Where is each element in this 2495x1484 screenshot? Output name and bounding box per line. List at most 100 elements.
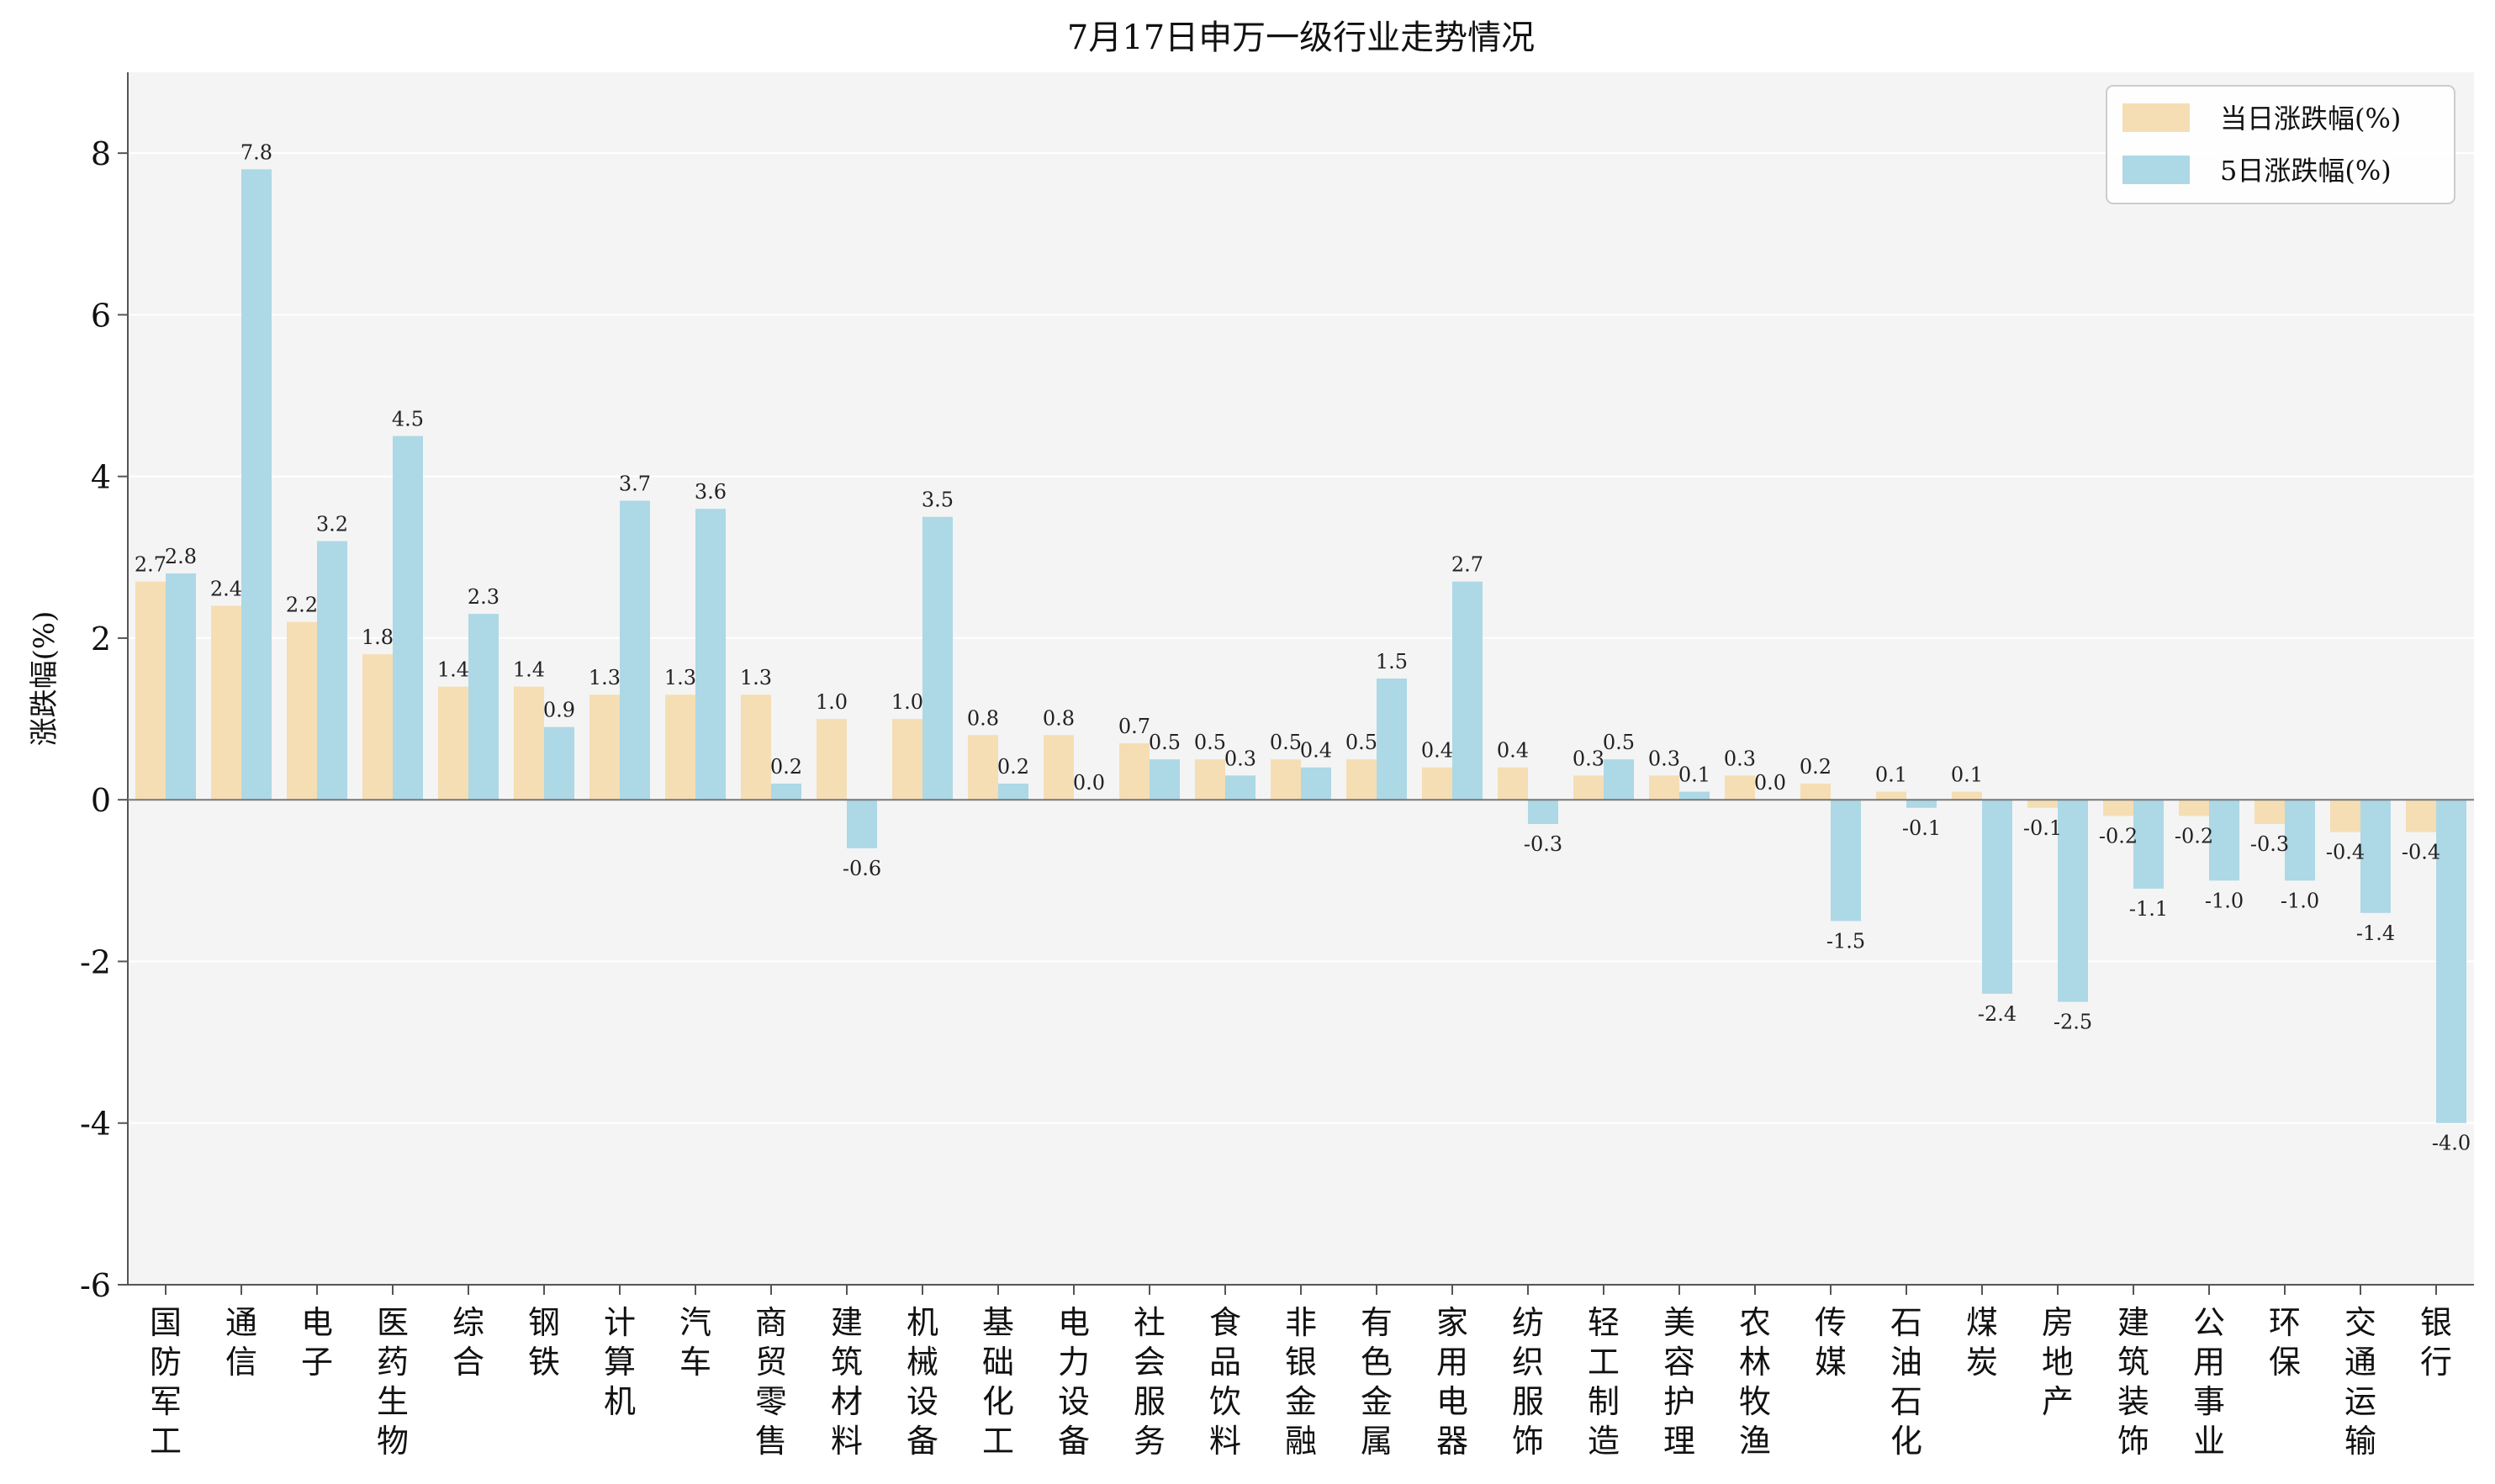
x-category-label: 交通运输: [2344, 1304, 2376, 1460]
y-tick-label: 2: [91, 621, 111, 658]
bar-label-daily: 1.4: [437, 658, 469, 682]
x-category-label: 国防军工: [150, 1304, 182, 1460]
legend-swatch-5day: [2122, 156, 2190, 184]
bar-5day: [1679, 791, 1710, 800]
bar-daily: [1800, 783, 1831, 800]
bar-label-5day: -0.6: [843, 857, 881, 880]
x-category-label: 建筑材料: [831, 1304, 863, 1460]
bar-daily: [287, 621, 317, 800]
x-category-label: 食品饮料: [1209, 1304, 1241, 1460]
bar-label-daily: 0.8: [967, 706, 999, 730]
bar-label-5day: -4.0: [2432, 1132, 2471, 1155]
bar-5day: [241, 169, 272, 800]
bar-5day: [393, 436, 423, 800]
bar-label-daily: -0.1: [2023, 816, 2062, 840]
bar-label-daily: 2.2: [286, 594, 318, 617]
bar-label-daily: 0.8: [1043, 706, 1075, 730]
x-category-label: 计算机: [604, 1304, 636, 1420]
bar-label-5day: 4.5: [392, 408, 424, 431]
x-category-label: 纺织服饰: [1512, 1304, 1544, 1460]
x-category-label: 建筑装饰: [2117, 1304, 2149, 1460]
bar-5day: [2360, 800, 2391, 913]
x-category-label: 环保: [2269, 1304, 2301, 1381]
bar-daily: [2103, 800, 2133, 816]
bar-label-5day: 0.5: [1149, 731, 1181, 754]
bar-label-5day: -1.0: [2205, 889, 2244, 912]
bar-label-daily: 0.1: [1875, 763, 1907, 787]
y-tick-label: 6: [91, 297, 111, 334]
bar-label-5day: 3.5: [922, 489, 954, 512]
x-category-label: 有色金属: [1361, 1304, 1393, 1460]
bar-daily: [817, 719, 847, 800]
bar-5day: [2058, 800, 2088, 1002]
bar-5day: [1452, 581, 1483, 800]
bar-5day: [1377, 679, 1407, 800]
bar-label-daily: 0.3: [1724, 747, 1756, 770]
x-category-label: 电力设备: [1058, 1304, 1090, 1460]
bar-daily: [135, 581, 166, 800]
bar-label-daily: -0.4: [2402, 841, 2440, 864]
bar-label-5day: 2.7: [1451, 553, 1483, 577]
bar-label-daily: 0.4: [1421, 739, 1453, 763]
bar-daily: [1044, 735, 1074, 800]
bar-daily: [2406, 800, 2436, 832]
bar-label-5day: -1.4: [2356, 922, 2395, 945]
bar-daily: [892, 719, 922, 800]
x-category-label: 电子: [301, 1304, 333, 1381]
bar-5day: [847, 800, 877, 848]
bar-label-5day: -1.5: [1826, 929, 1865, 953]
bar-label-daily: 1.8: [362, 626, 394, 649]
y-tick-label: -4: [80, 1106, 111, 1143]
y-tick-label: 8: [91, 135, 111, 172]
bar-daily: [1119, 742, 1150, 800]
bar-label-5day: 2.8: [165, 545, 197, 568]
bar-label-daily: 2.7: [135, 553, 167, 577]
legend-swatch-daily: [2122, 103, 2190, 132]
bar-5day: [2209, 800, 2239, 881]
bar-label-5day: 0.0: [1073, 771, 1105, 795]
bar-daily: [1271, 759, 1301, 800]
bar-5day: [1150, 759, 1180, 800]
x-category-label: 石油石化: [1890, 1304, 1922, 1460]
bar-5day: [468, 614, 499, 800]
bar-label-5day: 3.6: [695, 480, 727, 504]
bar-label-5day: 0.1: [1678, 763, 1710, 787]
bar-5day: [2285, 800, 2315, 881]
bar-label-5day: 0.5: [1603, 731, 1635, 754]
x-category-label: 社会服务: [1134, 1304, 1166, 1460]
bar-label-5day: -1.1: [2129, 897, 2168, 921]
grid-lines: [128, 152, 2474, 1124]
bar-daily: [1573, 775, 1604, 800]
y-ticks: 8 6 4 2 0 -2 -4 -6: [80, 135, 128, 1304]
bar-label-daily: 0.7: [1118, 715, 1150, 738]
x-category-label: 美容护理: [1663, 1304, 1695, 1460]
bar-daily: [665, 694, 695, 800]
bar-label-5day: 0.0: [1754, 771, 1786, 795]
y-axis-label: 涨跌幅(%): [28, 611, 61, 747]
bar-daily: [2179, 800, 2209, 816]
bar-5day: [1225, 775, 1255, 800]
x-category-label: 传媒: [1815, 1304, 1847, 1381]
bar-label-5day: -0.3: [1524, 832, 1562, 856]
bar-5day: [1301, 767, 1331, 800]
bar-label-5day: 0.9: [543, 699, 575, 722]
bar-label-daily: 0.4: [1497, 739, 1529, 763]
bar-label-daily: 0.5: [1194, 731, 1226, 754]
bar-label-daily: 1.0: [816, 690, 848, 714]
bar-label-daily: 0.5: [1270, 731, 1302, 754]
x-category-label: 钢铁: [528, 1304, 560, 1381]
x-category-label: 家用电器: [1436, 1304, 1468, 1460]
bar-label-daily: 0.3: [1573, 747, 1604, 770]
bar-daily: [741, 694, 771, 800]
legend-box: [2106, 85, 2455, 204]
x-category-label: 机械设备: [907, 1304, 938, 1460]
x-category-label: 医药生物: [377, 1304, 409, 1460]
x-category-label: 通信: [225, 1304, 257, 1381]
y-tick-label: -2: [80, 943, 111, 980]
bar-5day: [1906, 800, 1937, 808]
bar-label-daily: -0.3: [2250, 832, 2289, 856]
x-category-label: 房地产: [2042, 1304, 2074, 1420]
bar-5day: [166, 573, 196, 800]
y-tick-label: 4: [91, 459, 111, 496]
